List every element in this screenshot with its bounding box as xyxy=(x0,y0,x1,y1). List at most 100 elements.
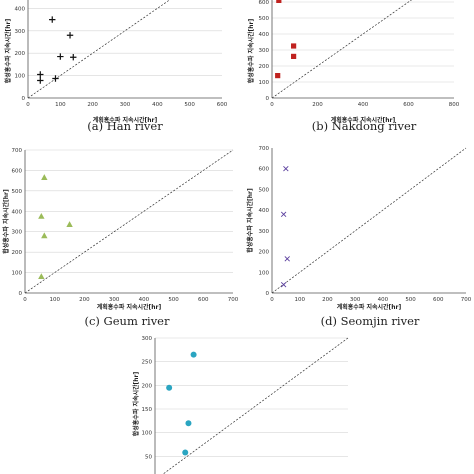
y-tick-label: 300 xyxy=(259,229,270,235)
x-tick-label: 100 xyxy=(49,297,60,303)
x-axis-label: 계획홍수파 지속시간[hr] xyxy=(337,303,402,311)
x-tick-label: 200 xyxy=(312,102,323,108)
chart-han: 0 100 200 300 400 0 100 200 300 400 500 600 계획홍수파 지속… xyxy=(4,0,228,133)
x-axis-label: 계획홍수파 지속시간[hr] xyxy=(93,116,158,124)
y-tick-label: 200 xyxy=(142,383,153,389)
x-tick-label: 400 xyxy=(358,102,369,108)
chart-nakdong: 0 100 200 300 400 500 600 0 200 400 600 800 계획홍수파 지속… xyxy=(247,0,460,133)
y-tick-label: 600 xyxy=(259,167,270,173)
data-point xyxy=(66,221,73,227)
data-point xyxy=(280,281,287,288)
y-tick-label: 0 xyxy=(266,96,270,102)
x-tick-label: 600 xyxy=(433,297,444,303)
data-point xyxy=(185,420,192,427)
y-tick-label: 100 xyxy=(259,270,270,276)
chart-caption: (d) Seomjin river xyxy=(321,314,420,328)
data-point xyxy=(66,32,74,39)
y-tick-label: 0 xyxy=(266,291,270,297)
y-tick-label: 150 xyxy=(142,407,153,413)
y-axis-label: 합성홍수파 지속시간[hr] xyxy=(132,372,140,437)
y-tick-label: 400 xyxy=(259,208,270,214)
y-axis-label: 합성홍수파 지속시간[hr] xyxy=(4,19,12,84)
data-point xyxy=(41,232,48,239)
x-tick-label: 300 xyxy=(120,102,131,108)
y-tick-label: 500 xyxy=(12,189,23,195)
data-point xyxy=(38,273,45,280)
y-tick-label: 500 xyxy=(259,16,270,22)
y-tick-label: 300 xyxy=(15,29,26,35)
data-point xyxy=(49,16,56,23)
chart-caption: (b) Nakdong river xyxy=(312,119,417,133)
x-tick-label: 500 xyxy=(184,102,195,108)
x-tick-label: 200 xyxy=(322,297,333,303)
y-tick-label: 700 xyxy=(12,148,23,154)
y-tick-label: 600 xyxy=(259,0,270,6)
y-tick-label: 400 xyxy=(15,6,26,12)
data-point xyxy=(166,384,173,391)
y-tick-label: 0 xyxy=(22,96,26,102)
chart-caption: (a) Han river xyxy=(87,119,163,133)
y-tick-label: 700 xyxy=(259,146,270,152)
data-point xyxy=(291,53,297,59)
data-point xyxy=(57,53,64,60)
x-axis-label: 계획홍수파 지속시간[hr] xyxy=(97,303,162,311)
x-tick-label: 400 xyxy=(152,102,163,108)
x-tick-label: 400 xyxy=(139,297,150,303)
data-point xyxy=(37,77,44,84)
y-axis-label: 합성홍수파 지속시간[hr] xyxy=(2,189,10,254)
reference-line-y-equals-x xyxy=(271,0,412,99)
y-tick-label: 0 xyxy=(19,291,23,297)
data-point xyxy=(275,73,281,79)
x-tick-label: 300 xyxy=(350,297,361,303)
y-tick-label: 250 xyxy=(142,360,153,366)
y-tick-label: 600 xyxy=(12,168,23,174)
reference-line-y-equals-x xyxy=(24,149,234,294)
y-tick-label: 400 xyxy=(12,209,23,215)
x-tick-label: 0 xyxy=(26,102,30,108)
x-tick-label: 400 xyxy=(378,297,389,303)
x-tick-label: 200 xyxy=(79,297,90,303)
x-tick-label: 600 xyxy=(217,102,228,108)
chart-geum: 0 100 200 300 400 500 600 700 0 100 200 300 400 500 60… xyxy=(2,148,239,328)
y-tick-label: 500 xyxy=(259,187,270,193)
y-tick-label: 300 xyxy=(142,336,153,342)
data-point xyxy=(284,256,290,262)
data-point xyxy=(41,174,48,180)
chart-caption: (c) Geum river xyxy=(84,314,170,328)
x-axis-label: 계획홍수파 지속시간[hr] xyxy=(331,116,396,124)
x-tick-label: 300 xyxy=(109,297,120,303)
x-tick-label: 700 xyxy=(228,297,239,303)
reference-line-y-equals-x xyxy=(27,0,171,99)
x-tick-label: 700 xyxy=(461,297,472,303)
x-tick-label: 600 xyxy=(403,102,414,108)
y-tick-label: 200 xyxy=(12,250,23,256)
y-tick-label: 100 xyxy=(259,80,270,86)
reference-line-y-equals-x xyxy=(162,337,349,474)
x-tick-label: 100 xyxy=(294,297,305,303)
data-point xyxy=(37,71,44,78)
x-tick-label: 600 xyxy=(198,297,209,303)
data-point xyxy=(276,0,282,3)
y-tick-label: 200 xyxy=(15,51,26,57)
y-axis-label: 합성홍수파 지속시간[hr] xyxy=(247,19,255,84)
chart-seomjin: 0 100 200 300 400 500 600 700 0 100 200 300 400 500 60… xyxy=(246,146,472,328)
y-tick-label: 300 xyxy=(12,230,23,236)
data-point xyxy=(291,43,297,49)
data-point xyxy=(52,75,59,82)
x-tick-label: 500 xyxy=(168,297,179,303)
data-point xyxy=(38,212,45,219)
x-tick-label: 100 xyxy=(55,102,66,108)
data-point xyxy=(190,351,197,358)
y-tick-label: 400 xyxy=(259,32,270,38)
y-tick-label: 100 xyxy=(12,271,23,277)
y-tick-label: 100 xyxy=(15,74,26,80)
y-tick-label: 200 xyxy=(259,64,270,70)
data-point xyxy=(182,449,189,456)
data-point xyxy=(283,165,289,172)
y-axis-label: 합성홍수파 지속시간[hr] xyxy=(246,188,254,253)
data-point xyxy=(280,211,287,218)
y-tick-label: 200 xyxy=(259,250,270,256)
chart-yeongsan: 50 100 150 200 250 300 합성홍수파 지속시간[hr] xyxy=(132,336,349,474)
x-tick-label: 500 xyxy=(405,297,416,303)
y-tick-label: 300 xyxy=(259,48,270,54)
